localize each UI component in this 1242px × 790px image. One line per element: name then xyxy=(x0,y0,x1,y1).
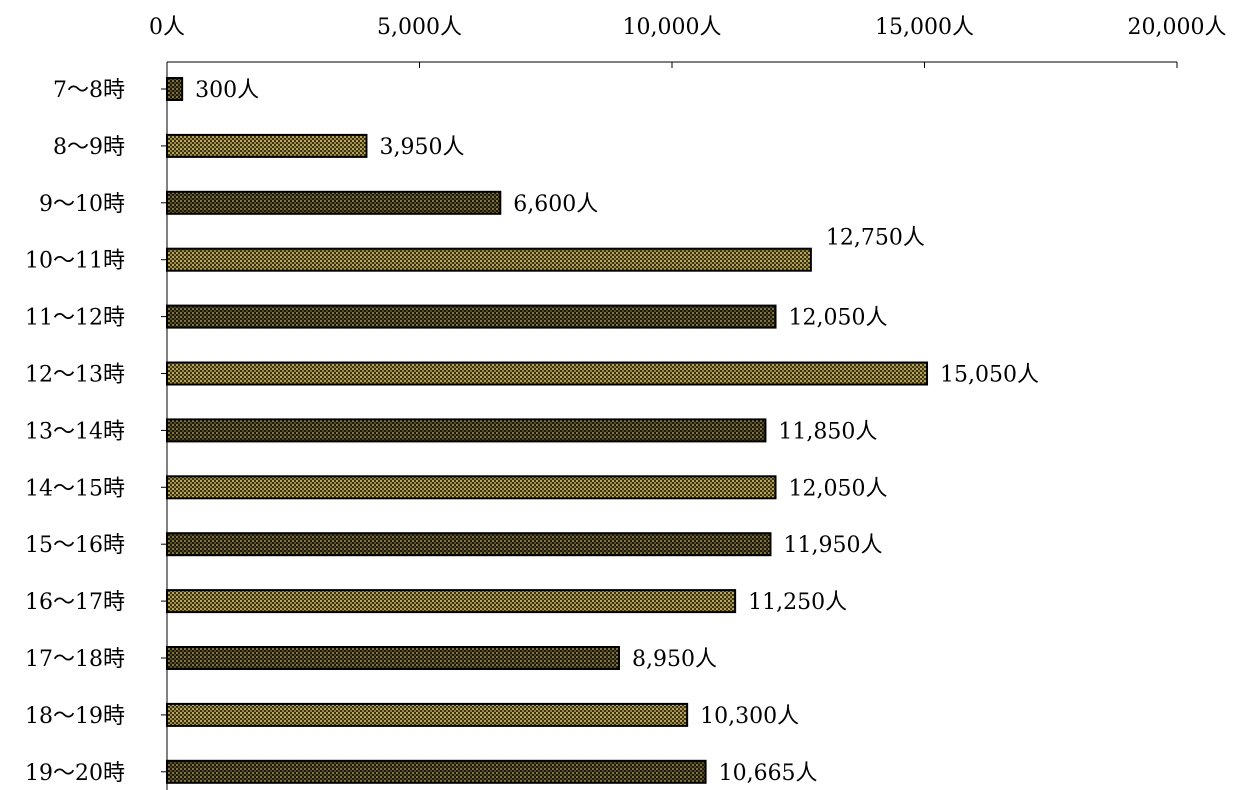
category-label: 12～13時 xyxy=(25,363,125,388)
category-label: 16～17時 xyxy=(25,590,125,615)
bar xyxy=(166,702,689,727)
bar xyxy=(166,532,772,557)
category-label: 19～20時 xyxy=(25,761,125,786)
x-tick-label: 0人 xyxy=(149,15,185,40)
category-label: 10～11時 xyxy=(25,249,125,274)
x-tick-label: 10,000人 xyxy=(623,15,722,40)
category-label: 11～12時 xyxy=(25,306,125,331)
bar xyxy=(166,475,777,500)
x-tick-label: 5,000人 xyxy=(377,15,462,40)
bar xyxy=(166,133,368,158)
bar xyxy=(166,759,707,784)
bar xyxy=(166,589,737,614)
category-label: 8～9時 xyxy=(53,135,125,160)
bar xyxy=(166,646,620,670)
bar xyxy=(166,77,184,101)
category-label: 15～16時 xyxy=(25,533,125,558)
data-label: 12,050人 xyxy=(789,306,888,331)
data-label: 11,850人 xyxy=(778,419,877,444)
data-label: 300人 xyxy=(195,78,259,103)
category-label: 14～15時 xyxy=(25,476,125,501)
bars-layer xyxy=(166,77,929,784)
data-label: 12,750人 xyxy=(826,226,925,251)
bar xyxy=(166,304,777,329)
data-label: 10,300人 xyxy=(700,704,799,729)
x-tick-label: 20,000人 xyxy=(1128,15,1227,40)
bar xyxy=(166,190,502,215)
category-label: 17～18時 xyxy=(25,647,125,672)
data-label: 8,950人 xyxy=(632,647,717,672)
axis-layer: 0人 5,000人 10,000人 15,000人 20,000人 xyxy=(149,15,1226,790)
data-label: 15,050人 xyxy=(940,363,1039,388)
bar xyxy=(166,418,767,443)
data-label: 12,050人 xyxy=(789,476,888,501)
category-label: 13～14時 xyxy=(25,419,125,444)
category-label: 7～8時 xyxy=(53,78,125,103)
data-label: 11,950人 xyxy=(783,533,882,558)
x-tick-label: 15,000人 xyxy=(875,15,974,40)
bar xyxy=(166,247,812,272)
category-label: 18～19時 xyxy=(25,704,125,729)
labels-layer: 7～8時 300人 8～9時 3,950人 9～10時 6,600人 10～11時 12,75… xyxy=(25,78,1039,786)
category-label: 9～10時 xyxy=(39,192,125,217)
data-label: 3,950人 xyxy=(379,135,464,160)
bar xyxy=(166,361,929,386)
data-label: 10,665人 xyxy=(719,761,818,786)
data-label: 11,250人 xyxy=(748,590,847,615)
data-label: 6,600人 xyxy=(513,192,598,217)
